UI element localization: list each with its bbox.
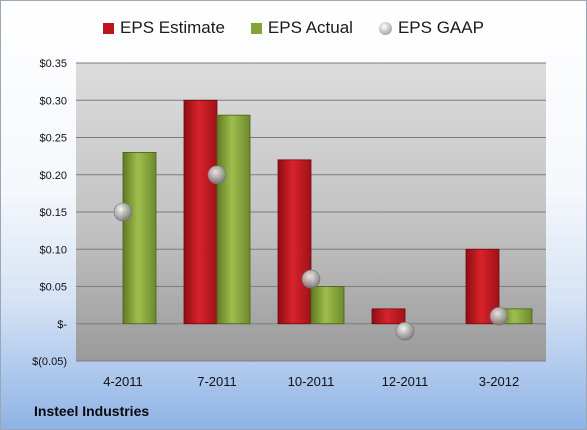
legend-item-eps-gaap: EPS GAAP	[378, 18, 484, 38]
point-eps-gaap-7-2011	[207, 165, 227, 185]
y-tick-label: $-	[57, 319, 67, 331]
x-tick-label: 3-2012	[479, 374, 519, 389]
y-tick-label: $0.35	[39, 58, 67, 70]
legend-swatch-eps-gaap	[378, 21, 392, 35]
y-tick-label: $0.15	[39, 207, 67, 219]
point-eps-gaap-4-2011	[113, 202, 133, 222]
x-tick-label: 10-2011	[288, 374, 335, 389]
bar-eps-estimate-10-2011	[277, 159, 312, 325]
y-tick-label: $0.05	[39, 282, 67, 294]
bar-eps-estimate-7-2011	[183, 99, 218, 325]
x-tick-label: 4-2011	[103, 374, 143, 389]
legend-item-eps-actual: EPS Actual	[250, 18, 353, 38]
bar-eps-actual-10-2011	[310, 286, 345, 325]
y-tick-label: $0.20	[39, 170, 67, 182]
bar-eps-actual-7-2011	[216, 114, 251, 325]
legend: EPS Estimate EPS Actual EPS GAAP	[1, 18, 586, 38]
point-eps-gaap-12-2011	[395, 321, 415, 341]
y-tick-label: $0.30	[39, 95, 67, 107]
y-tick-label: $0.10	[39, 244, 67, 256]
legend-item-eps-estimate: EPS Estimate	[103, 18, 225, 38]
bar-eps-actual-4-2011	[122, 151, 157, 325]
legend-label-eps-actual: EPS Actual	[267, 18, 353, 37]
legend-swatch-eps-actual	[250, 22, 262, 34]
y-tick-label: $(0.05)	[32, 356, 67, 368]
bar-eps-estimate-3-2012	[465, 248, 500, 325]
point-eps-gaap-3-2012	[489, 306, 509, 326]
bar-eps-estimate-12-2011	[371, 308, 406, 325]
x-tick-label: 7-2011	[197, 374, 237, 389]
y-tick-label: $0.25	[39, 133, 67, 145]
x-tick-label: 12-2011	[382, 374, 429, 389]
legend-swatch-eps-estimate	[103, 22, 115, 34]
point-eps-gaap-10-2011	[301, 269, 321, 289]
company-name: Insteel Industries	[34, 403, 150, 419]
legend-label-eps-gaap: EPS GAAP	[397, 18, 484, 37]
legend-label-eps-estimate: EPS Estimate	[120, 18, 225, 37]
